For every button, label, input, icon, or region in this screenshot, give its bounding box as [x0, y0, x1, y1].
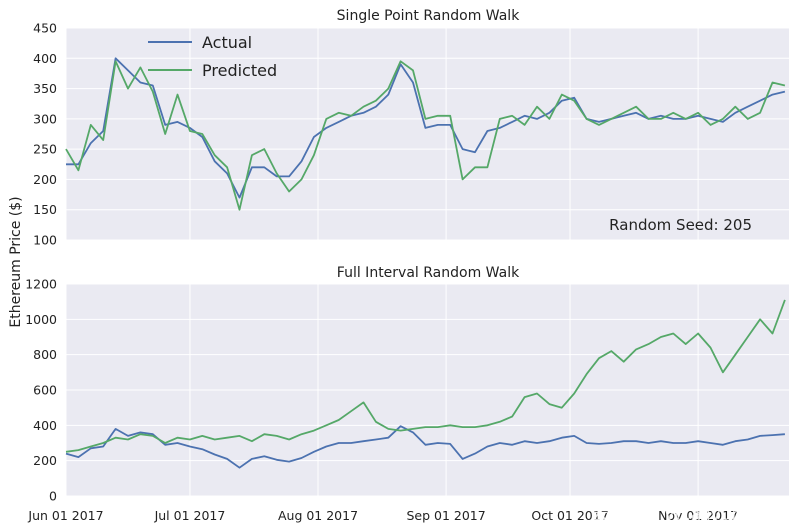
y-tick-labels-bottom: 0 200 400 600 800 1000 1200: [25, 277, 57, 504]
top-subplot: 100 150 200 250 300 350 400 450 Single Point Ra…: [33, 8, 789, 248]
series-lines-bottom: [65, 299, 786, 469]
series-line-predicted: [65, 60, 786, 211]
y-tick-labels-top: 100 150 200 250 300 350 400 450: [33, 21, 57, 248]
x-tick-labels: Jun 01 2017 Jul 01 2017 Aug 01 2017 Sep …: [27, 508, 738, 523]
y-tick-label: 1200: [25, 277, 57, 292]
x-tick-label: Nov 01 2017: [658, 508, 738, 523]
x-tick-label: Oct 01 2017: [531, 508, 608, 523]
y-tick-label: 450: [33, 21, 57, 36]
y-tick-label: 350: [33, 81, 57, 96]
y-tick-label: 800: [33, 347, 57, 362]
x-tick-label: Jul 01 2017: [154, 508, 226, 523]
gridlines-bottom: [65, 283, 789, 497]
chart-title-bottom: Full Interval Random Walk: [337, 265, 520, 281]
y-tick-label: 250: [33, 142, 57, 157]
y-tick-label: 100: [33, 233, 57, 248]
y-tick-label: 200: [33, 172, 57, 187]
y-tick-label: 400: [33, 51, 57, 66]
y-tick-label: 200: [33, 453, 57, 468]
legend: Actual Predicted: [148, 33, 277, 80]
y-tick-label: 300: [33, 111, 57, 126]
y-tick-label: 400: [33, 418, 57, 433]
x-tick-label: Jun 01 2017: [27, 508, 103, 523]
legend-predicted-label: Predicted: [202, 61, 277, 80]
y-tick-label: 0: [49, 489, 57, 504]
legend-actual-label: Actual: [202, 33, 252, 52]
series-lines-top: [65, 57, 786, 211]
y-axis-label: Ethereum Price ($): [8, 196, 24, 327]
y-tick-label: 600: [33, 383, 57, 398]
watermark: 云栖社区 yq.aliyun.com: [591, 505, 784, 525]
series-line-actual: [65, 425, 785, 469]
random-seed-annotation: Random Seed: 205: [609, 216, 752, 234]
series-line-predicted: [65, 299, 786, 453]
chart-title-top: Single Point Random Walk: [337, 8, 521, 24]
plot-area-top: [66, 28, 789, 240]
x-tick-label: Aug 01 2017: [278, 508, 358, 523]
bottom-subplot: 0 200 400 600 800 1000 1200 Full Interval Rand…: [25, 265, 789, 504]
y-tick-label: 1000: [25, 312, 57, 327]
y-tick-label: 150: [33, 202, 57, 217]
x-tick-label: Sep 01 2017: [406, 508, 485, 523]
